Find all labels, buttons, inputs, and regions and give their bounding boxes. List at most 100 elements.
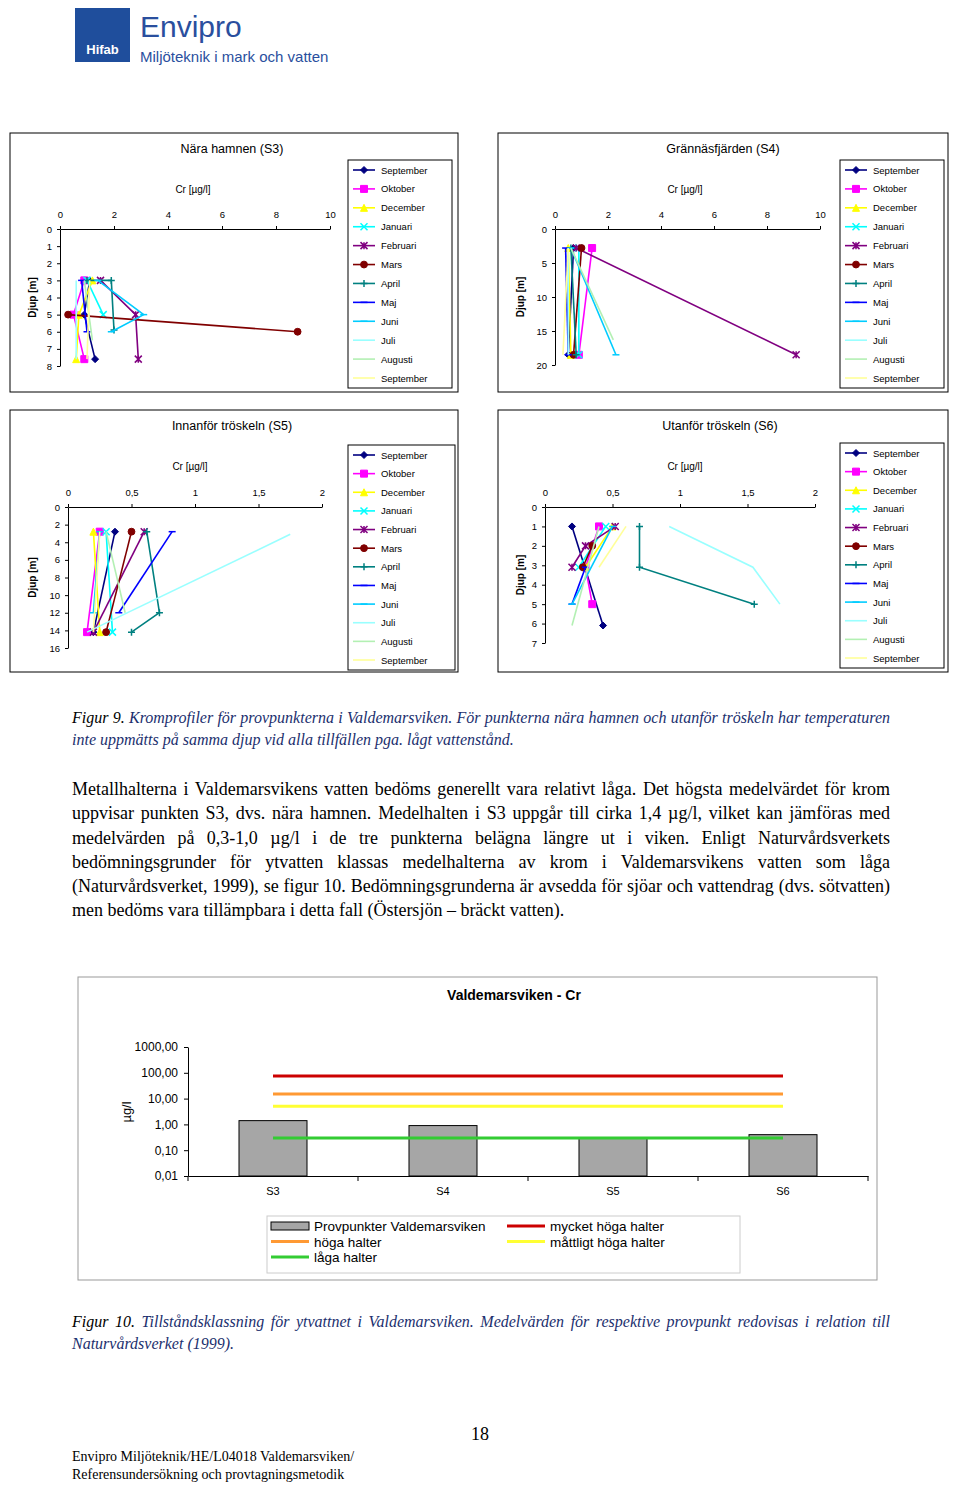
- legend-label: December: [381, 202, 425, 213]
- y-tick-mark: [65, 560, 68, 561]
- profile-line: [119, 532, 172, 613]
- legend-label: September: [873, 653, 919, 664]
- bar: [239, 1121, 307, 1176]
- profile-line: [669, 526, 780, 604]
- legend-line: [353, 585, 375, 587]
- y-tick-mark: [65, 613, 68, 614]
- y-tick-label: 0: [542, 224, 547, 235]
- legend-label: Februari: [381, 240, 416, 251]
- y-tick-label: 100,00: [141, 1066, 178, 1080]
- legend-label: September: [873, 165, 919, 176]
- profile-line: [571, 248, 576, 355]
- x-tick: 0: [58, 209, 63, 229]
- legend-label: Augusti: [381, 354, 413, 365]
- y-tick-label: 2: [47, 258, 52, 269]
- profile-line: [98, 280, 144, 331]
- legend-marker: [361, 280, 368, 287]
- x-tick: 1,5: [252, 487, 265, 507]
- y-tick-label: 1: [47, 241, 52, 252]
- legend-line: [353, 302, 375, 304]
- profile-marker: [135, 356, 142, 363]
- legend-label: December: [873, 202, 917, 213]
- legend-label: September: [873, 373, 919, 384]
- profile-marker: [140, 314, 147, 316]
- legend-line: [353, 339, 375, 341]
- legend-marker: [361, 489, 368, 496]
- legend-label: Januari: [381, 221, 412, 232]
- x-tick-label: 0: [553, 209, 558, 220]
- y-tick-mark: [542, 643, 545, 644]
- threshold-line: [273, 1075, 783, 1078]
- x-axis-line: [61, 229, 331, 230]
- chart-title: Innanför tröskeln (S5): [172, 419, 292, 433]
- legend-label: Februari: [873, 240, 908, 251]
- legend-label: September: [381, 655, 427, 666]
- legend-swatch: [271, 1256, 309, 1259]
- y-tick: 8: [47, 361, 60, 372]
- x-tick-mark: [114, 226, 115, 229]
- legend-marker: [853, 583, 860, 585]
- legend-line: [353, 659, 375, 661]
- y-tick-label: 7: [47, 343, 52, 354]
- profile-marker: [612, 354, 619, 356]
- caption-label: Figur 9.: [72, 709, 125, 726]
- legend-marker: [361, 321, 368, 323]
- profile-marker: [569, 603, 576, 605]
- profile-line: [572, 526, 613, 604]
- y-axis: 05101520: [536, 224, 555, 371]
- profile-line: [68, 315, 298, 332]
- legend-marker: [361, 603, 368, 605]
- y-tick: 2: [55, 519, 68, 530]
- legend-label: Januari: [873, 221, 904, 232]
- y-tick: 2: [532, 540, 545, 551]
- page: HifabEnviproMiljöteknik i mark och vatte…: [0, 0, 960, 1485]
- profile-line: [82, 280, 87, 331]
- x-tick-label: 2: [112, 209, 117, 220]
- y-tick: 6: [532, 618, 545, 629]
- y-axis-line: [68, 508, 69, 649]
- legend-marker: [853, 185, 860, 192]
- y-tick-mark: [542, 585, 545, 586]
- x-tick-label: 2: [606, 209, 611, 220]
- x-tick-mark: [748, 504, 749, 507]
- y-tick: 3: [532, 560, 545, 571]
- y-tick-label: 3: [532, 560, 537, 571]
- y-tick-mark: [57, 315, 60, 316]
- legend: SeptemberOktoberDecemberJanuariFebruariM…: [840, 443, 944, 668]
- threshold-line: [273, 1093, 783, 1096]
- legend: SeptemberOktoberDecemberJanuariFebruariM…: [840, 160, 944, 388]
- y-axis: 0246810121416: [49, 502, 68, 654]
- y-tick-mark: [184, 1073, 188, 1074]
- y-tick: 10,00: [148, 1092, 188, 1106]
- y-tick-label: 2: [532, 540, 537, 551]
- chart-frame: [78, 977, 877, 1280]
- profile-marker: [156, 609, 163, 616]
- legend-label: Juni: [873, 597, 890, 608]
- profile-chart: Innanför tröskeln (S5)Cr [µg/l]Djup [m]0…: [10, 410, 458, 672]
- profile-marker: [169, 531, 176, 533]
- x-tick: 4: [659, 209, 664, 229]
- x-tick-mark: [132, 504, 133, 507]
- profile-marker: [569, 564, 576, 571]
- y-tick: 0,01: [155, 1169, 188, 1183]
- legend-label: Juni: [873, 316, 890, 327]
- legend-line: [353, 358, 375, 360]
- y-tick-mark: [542, 604, 545, 605]
- legend-marker: [361, 167, 368, 174]
- profile-chart: Nära hamnen (S3)Cr [µg/l]Djup [m]0246810…: [10, 133, 458, 392]
- y-tick-mark: [57, 280, 60, 281]
- x-tick: 10: [815, 209, 826, 229]
- x-tick-label: 2: [320, 487, 325, 498]
- x-tick-mark: [276, 226, 277, 229]
- legend-line: [845, 377, 867, 379]
- legend-marker: [853, 524, 860, 531]
- y-axis-line: [60, 230, 61, 367]
- profile-chart: Utanför tröskeln (S6)Cr [µg/l]Djup [m]00…: [498, 410, 948, 672]
- y-tick-label: 0,01: [155, 1169, 179, 1183]
- legend-marker: [853, 302, 860, 304]
- legend-marker: [853, 468, 860, 475]
- x-tick: 1: [193, 487, 198, 507]
- legend-marker: [853, 487, 860, 494]
- y-tick-mark: [542, 624, 545, 625]
- legend-line: [845, 639, 867, 641]
